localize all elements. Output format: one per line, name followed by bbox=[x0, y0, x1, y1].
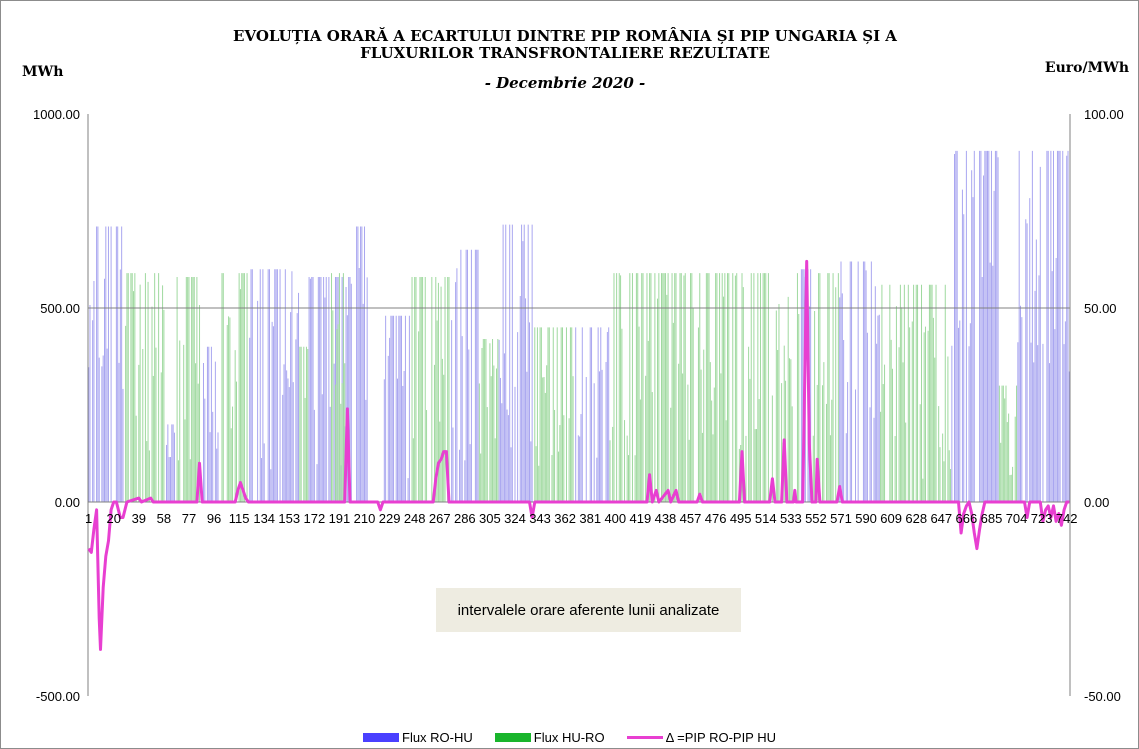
x-tick-label: 552 bbox=[805, 511, 827, 526]
x-tick-label: 609 bbox=[880, 511, 902, 526]
y-right-tick-label: 100.00 bbox=[1084, 107, 1124, 122]
chart-legend: Flux RO-HU Flux HU-RO Δ =PIP RO-PIP HU bbox=[0, 727, 1139, 747]
x-tick-label: 210 bbox=[354, 511, 376, 526]
x-tick-label: 457 bbox=[680, 511, 702, 526]
legend-item-delta: Δ =PIP RO-PIP HU bbox=[626, 729, 776, 745]
x-tick-label: 590 bbox=[855, 511, 877, 526]
left-axis-unit: MWh bbox=[22, 64, 64, 80]
x-tick-label: 1 bbox=[85, 511, 92, 526]
x-tick-label: 571 bbox=[830, 511, 852, 526]
x-tick-label: 704 bbox=[1006, 511, 1028, 526]
x-tick-label: 39 bbox=[132, 511, 146, 526]
delta-line-path bbox=[87, 259, 1070, 651]
series-delta bbox=[87, 259, 1070, 651]
x-tick-label: 419 bbox=[630, 511, 652, 526]
x-tick-label: 229 bbox=[379, 511, 401, 526]
x-tick-label: 438 bbox=[655, 511, 677, 526]
x-tick-label: 58 bbox=[157, 511, 171, 526]
chart-title-line-2: FLUXURILOR TRANSFRONTALIERE REZULTATE bbox=[360, 44, 770, 62]
x-tick-label: 514 bbox=[755, 511, 777, 526]
x-tick-label: 267 bbox=[429, 511, 451, 526]
legend-swatch-flux-hu-ro bbox=[494, 732, 531, 742]
chart-title: EVOLUȚIA ORARĂ A ECARTULUI DINTRE PIP RO… bbox=[150, 28, 980, 62]
x-tick-label: 742 bbox=[1056, 511, 1078, 526]
x-tick-label: 191 bbox=[329, 511, 351, 526]
x-tick-label: 248 bbox=[404, 511, 426, 526]
x-tick-label: 115 bbox=[229, 511, 250, 526]
x-tick-label: 533 bbox=[780, 511, 802, 526]
x-tick-label: 305 bbox=[479, 511, 501, 526]
chart-title-line-1: EVOLUȚIA ORARĂ A ECARTULUI DINTRE PIP RO… bbox=[233, 27, 897, 45]
x-tick-label: 20 bbox=[107, 511, 121, 526]
series-flux-hu-ro bbox=[125, 273, 1018, 502]
x-tick-label: 400 bbox=[604, 511, 626, 526]
x-tick-label: 77 bbox=[182, 511, 196, 526]
right-axis-unit: Euro/MWh bbox=[1044, 60, 1129, 76]
x-tick-label: 666 bbox=[956, 511, 978, 526]
x-tick-label: 381 bbox=[579, 511, 601, 526]
x-tick-label: 96 bbox=[207, 511, 221, 526]
y-right-tick-label: -50.00 bbox=[1084, 689, 1121, 704]
x-tick-label: 362 bbox=[554, 511, 576, 526]
y-left-tick-label: 0.00 bbox=[55, 495, 80, 510]
legend-item-flux-ro-hu: Flux RO-HU bbox=[363, 730, 473, 745]
y-right-tick-label: 0.00 bbox=[1084, 495, 1109, 510]
x-tick-label: 723 bbox=[1031, 511, 1053, 526]
y-left-tick-label: 500.00 bbox=[40, 301, 80, 316]
x-tick-label: 685 bbox=[981, 511, 1003, 526]
x-tick-label: 324 bbox=[504, 511, 526, 526]
x-axis-label-box: intervalele orare aferente lunii analiza… bbox=[436, 588, 741, 632]
legend-swatch-flux-ro-hu bbox=[363, 732, 399, 742]
legend-label-delta: Δ =PIP RO-PIP HU bbox=[665, 729, 776, 745]
x-tick-label: 476 bbox=[705, 511, 727, 526]
x-tick-label: 172 bbox=[304, 511, 326, 526]
y-right-tick-label: 50.00 bbox=[1084, 301, 1117, 316]
y-left-tick-label: 1000.00 bbox=[33, 107, 80, 122]
x-tick-label: 134 bbox=[253, 511, 275, 526]
series-flux-ro-hu bbox=[88, 150, 1070, 502]
x-tick-label: 628 bbox=[905, 511, 927, 526]
legend-swatch-delta bbox=[626, 735, 663, 739]
legend-item-flux-hu-ro: Flux HU-RO bbox=[494, 729, 605, 745]
legend-label-flux-hu-ro: Flux HU-RO bbox=[533, 729, 605, 745]
y-left-tick-label: -500.00 bbox=[36, 689, 80, 704]
x-tick-label: 343 bbox=[529, 511, 551, 526]
x-tick-label: 495 bbox=[730, 511, 752, 526]
x-tick-label: 153 bbox=[278, 511, 300, 526]
chart-ticks: 1000.00 500.00 0.00 -500.00 100.00 50.00 0.00 -… bbox=[33, 107, 1124, 704]
chart-subtitle: - Decembrie 2020 - bbox=[484, 74, 646, 92]
x-tick-label: 286 bbox=[454, 511, 476, 526]
x-tick-label: 647 bbox=[930, 511, 952, 526]
legend-label-flux-ro-hu: Flux RO-HU bbox=[402, 729, 473, 745]
